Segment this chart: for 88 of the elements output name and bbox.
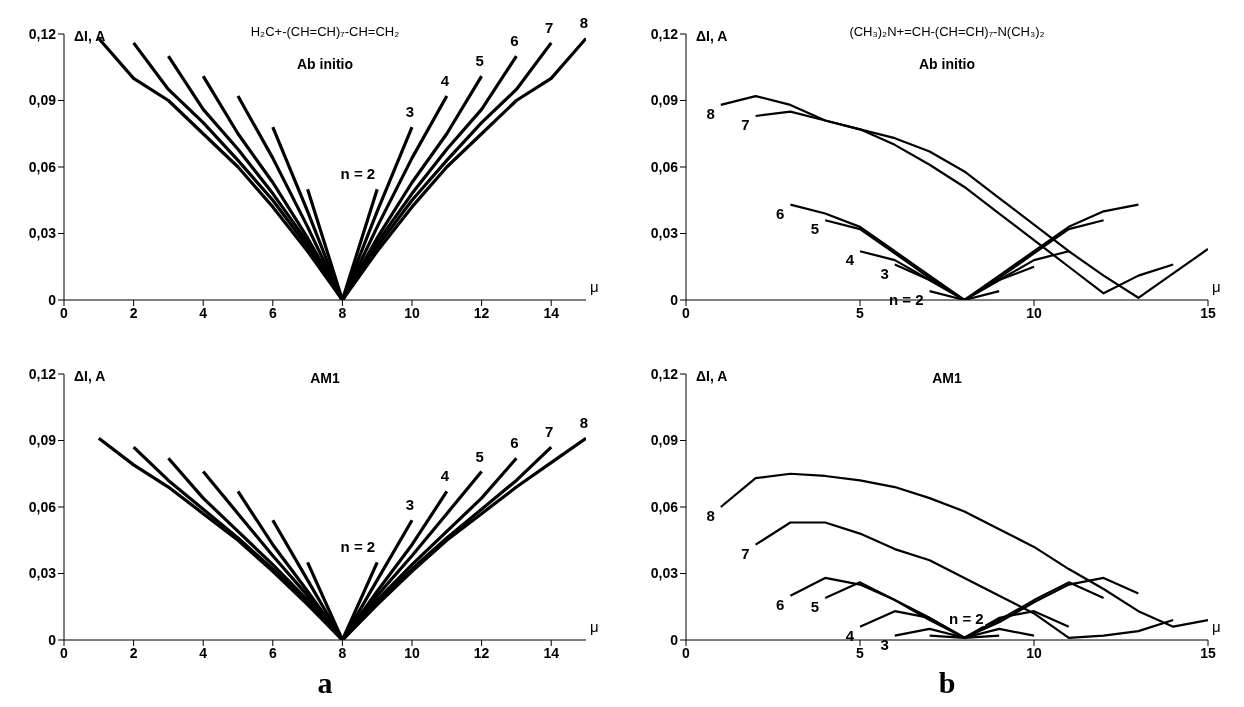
x-axis-title: μ — [1212, 278, 1221, 295]
chart-title: H₂C+-(CH=CH)₇-CH=CH₂ — [250, 24, 400, 39]
y-tick-label: 0 — [48, 631, 57, 648]
y-tick-label: 0,12 — [28, 25, 57, 42]
x-tick-label: 0 — [60, 644, 69, 661]
series-label: 7 — [545, 423, 554, 441]
series-label: 5 — [475, 52, 484, 70]
chart-subtitle: AM1 — [310, 370, 340, 386]
chart-subtitle: AM1 — [932, 370, 962, 386]
text: a — [316, 666, 334, 700]
y-tick-label: 0,03 — [650, 225, 679, 242]
x-tick-label: 0 — [682, 644, 691, 661]
x-axis-title: μ — [590, 278, 599, 295]
series-label: 7 — [741, 544, 750, 562]
x-tick-label: 6 — [268, 644, 277, 661]
x-axis-title: μ — [1212, 618, 1221, 635]
x-tick-label: 8 — [338, 304, 347, 321]
series-label: 6 — [776, 595, 785, 613]
series-label: 4 — [440, 467, 450, 485]
series-label: n = 2 — [949, 609, 984, 627]
x-tick-label: 0 — [682, 304, 691, 321]
y-tick-label: 0,12 — [650, 365, 679, 382]
text: Ab initio — [918, 56, 976, 72]
series-label: 3 — [880, 635, 889, 653]
series-label: 8 — [706, 104, 715, 122]
y-axis-title: ΔI, A — [74, 28, 106, 44]
series-label: 8 — [579, 414, 589, 432]
x-tick-label: 5 — [856, 304, 865, 321]
x-tick-label: 4 — [199, 304, 208, 321]
x-tick-label: 6 — [268, 304, 277, 321]
y-tick-label: 0 — [48, 291, 57, 308]
series-label: 6 — [776, 204, 785, 222]
x-tick-label: 2 — [129, 304, 138, 321]
x-tick-label: 14 — [543, 304, 560, 321]
series-label: 4 — [845, 251, 855, 269]
y-tick-label: 0,03 — [28, 225, 57, 242]
text: Ab initio — [297, 56, 353, 72]
x-tick-label: 0 — [60, 304, 69, 321]
y-tick-label: 0,09 — [28, 92, 57, 109]
x-tick-label: 10 — [404, 304, 420, 321]
series-label: 5 — [810, 220, 820, 238]
series-label: 3 — [405, 496, 415, 514]
series-label: 4 — [440, 72, 450, 90]
series-label: 6 — [510, 434, 519, 452]
text: b — [937, 666, 957, 700]
y-tick-label: 0,06 — [28, 158, 57, 175]
x-tick-label: 15 — [1200, 644, 1216, 661]
x-tick-label: 8 — [338, 644, 347, 661]
chart-title: (CH₃)₂N+=CH-(CH=CH)₇-N(CH₃)₂ — [848, 24, 1046, 39]
y-tick-label: 0 — [670, 631, 679, 648]
y-tick-label: 0,12 — [28, 365, 57, 382]
y-tick-label: 0,03 — [28, 565, 57, 582]
y-tick-label: 0,06 — [28, 498, 57, 515]
y-tick-label: 0,12 — [650, 25, 679, 42]
x-tick-label: 12 — [473, 644, 490, 661]
x-tick-label: 5 — [856, 644, 865, 661]
x-tick-label: 4 — [199, 644, 208, 661]
x-tick-label: 14 — [543, 644, 560, 661]
series-label: 8 — [579, 14, 589, 32]
series-label: 3 — [880, 264, 889, 282]
y-axis-title: ΔI, A — [74, 368, 106, 384]
y-tick-label: 0,06 — [650, 158, 679, 175]
y-axis-title: ΔI, A — [696, 28, 728, 44]
y-tick-label: 0,06 — [650, 498, 679, 515]
series-label: n = 2 — [340, 165, 376, 183]
series-label: n = 2 — [888, 291, 924, 309]
series-label: 6 — [510, 32, 519, 50]
y-tick-label: 0,09 — [28, 432, 57, 449]
x-tick-label: 10 — [404, 644, 420, 661]
series-label: 3 — [405, 103, 415, 121]
series-label: 5 — [810, 597, 820, 615]
y-tick-label: 0,03 — [650, 565, 679, 582]
y-axis-title: ΔI, A — [696, 368, 728, 384]
y-tick-label: 0,09 — [650, 92, 679, 109]
x-tick-label: 15 — [1200, 304, 1216, 321]
series-label: 7 — [741, 116, 750, 134]
x-axis-title: μ — [590, 618, 599, 635]
x-tick-label: 10 — [1026, 644, 1042, 661]
y-tick-label: 0 — [670, 291, 679, 308]
x-tick-label: 10 — [1026, 304, 1042, 321]
x-tick-label: 2 — [129, 644, 138, 661]
y-tick-label: 0,09 — [650, 432, 679, 449]
series-label: 8 — [706, 507, 715, 524]
series-label: 7 — [545, 18, 554, 36]
series-label: n = 2 — [340, 538, 376, 556]
x-tick-label: 12 — [473, 304, 490, 321]
series-label: 4 — [845, 626, 855, 644]
series-label: 5 — [475, 447, 484, 465]
